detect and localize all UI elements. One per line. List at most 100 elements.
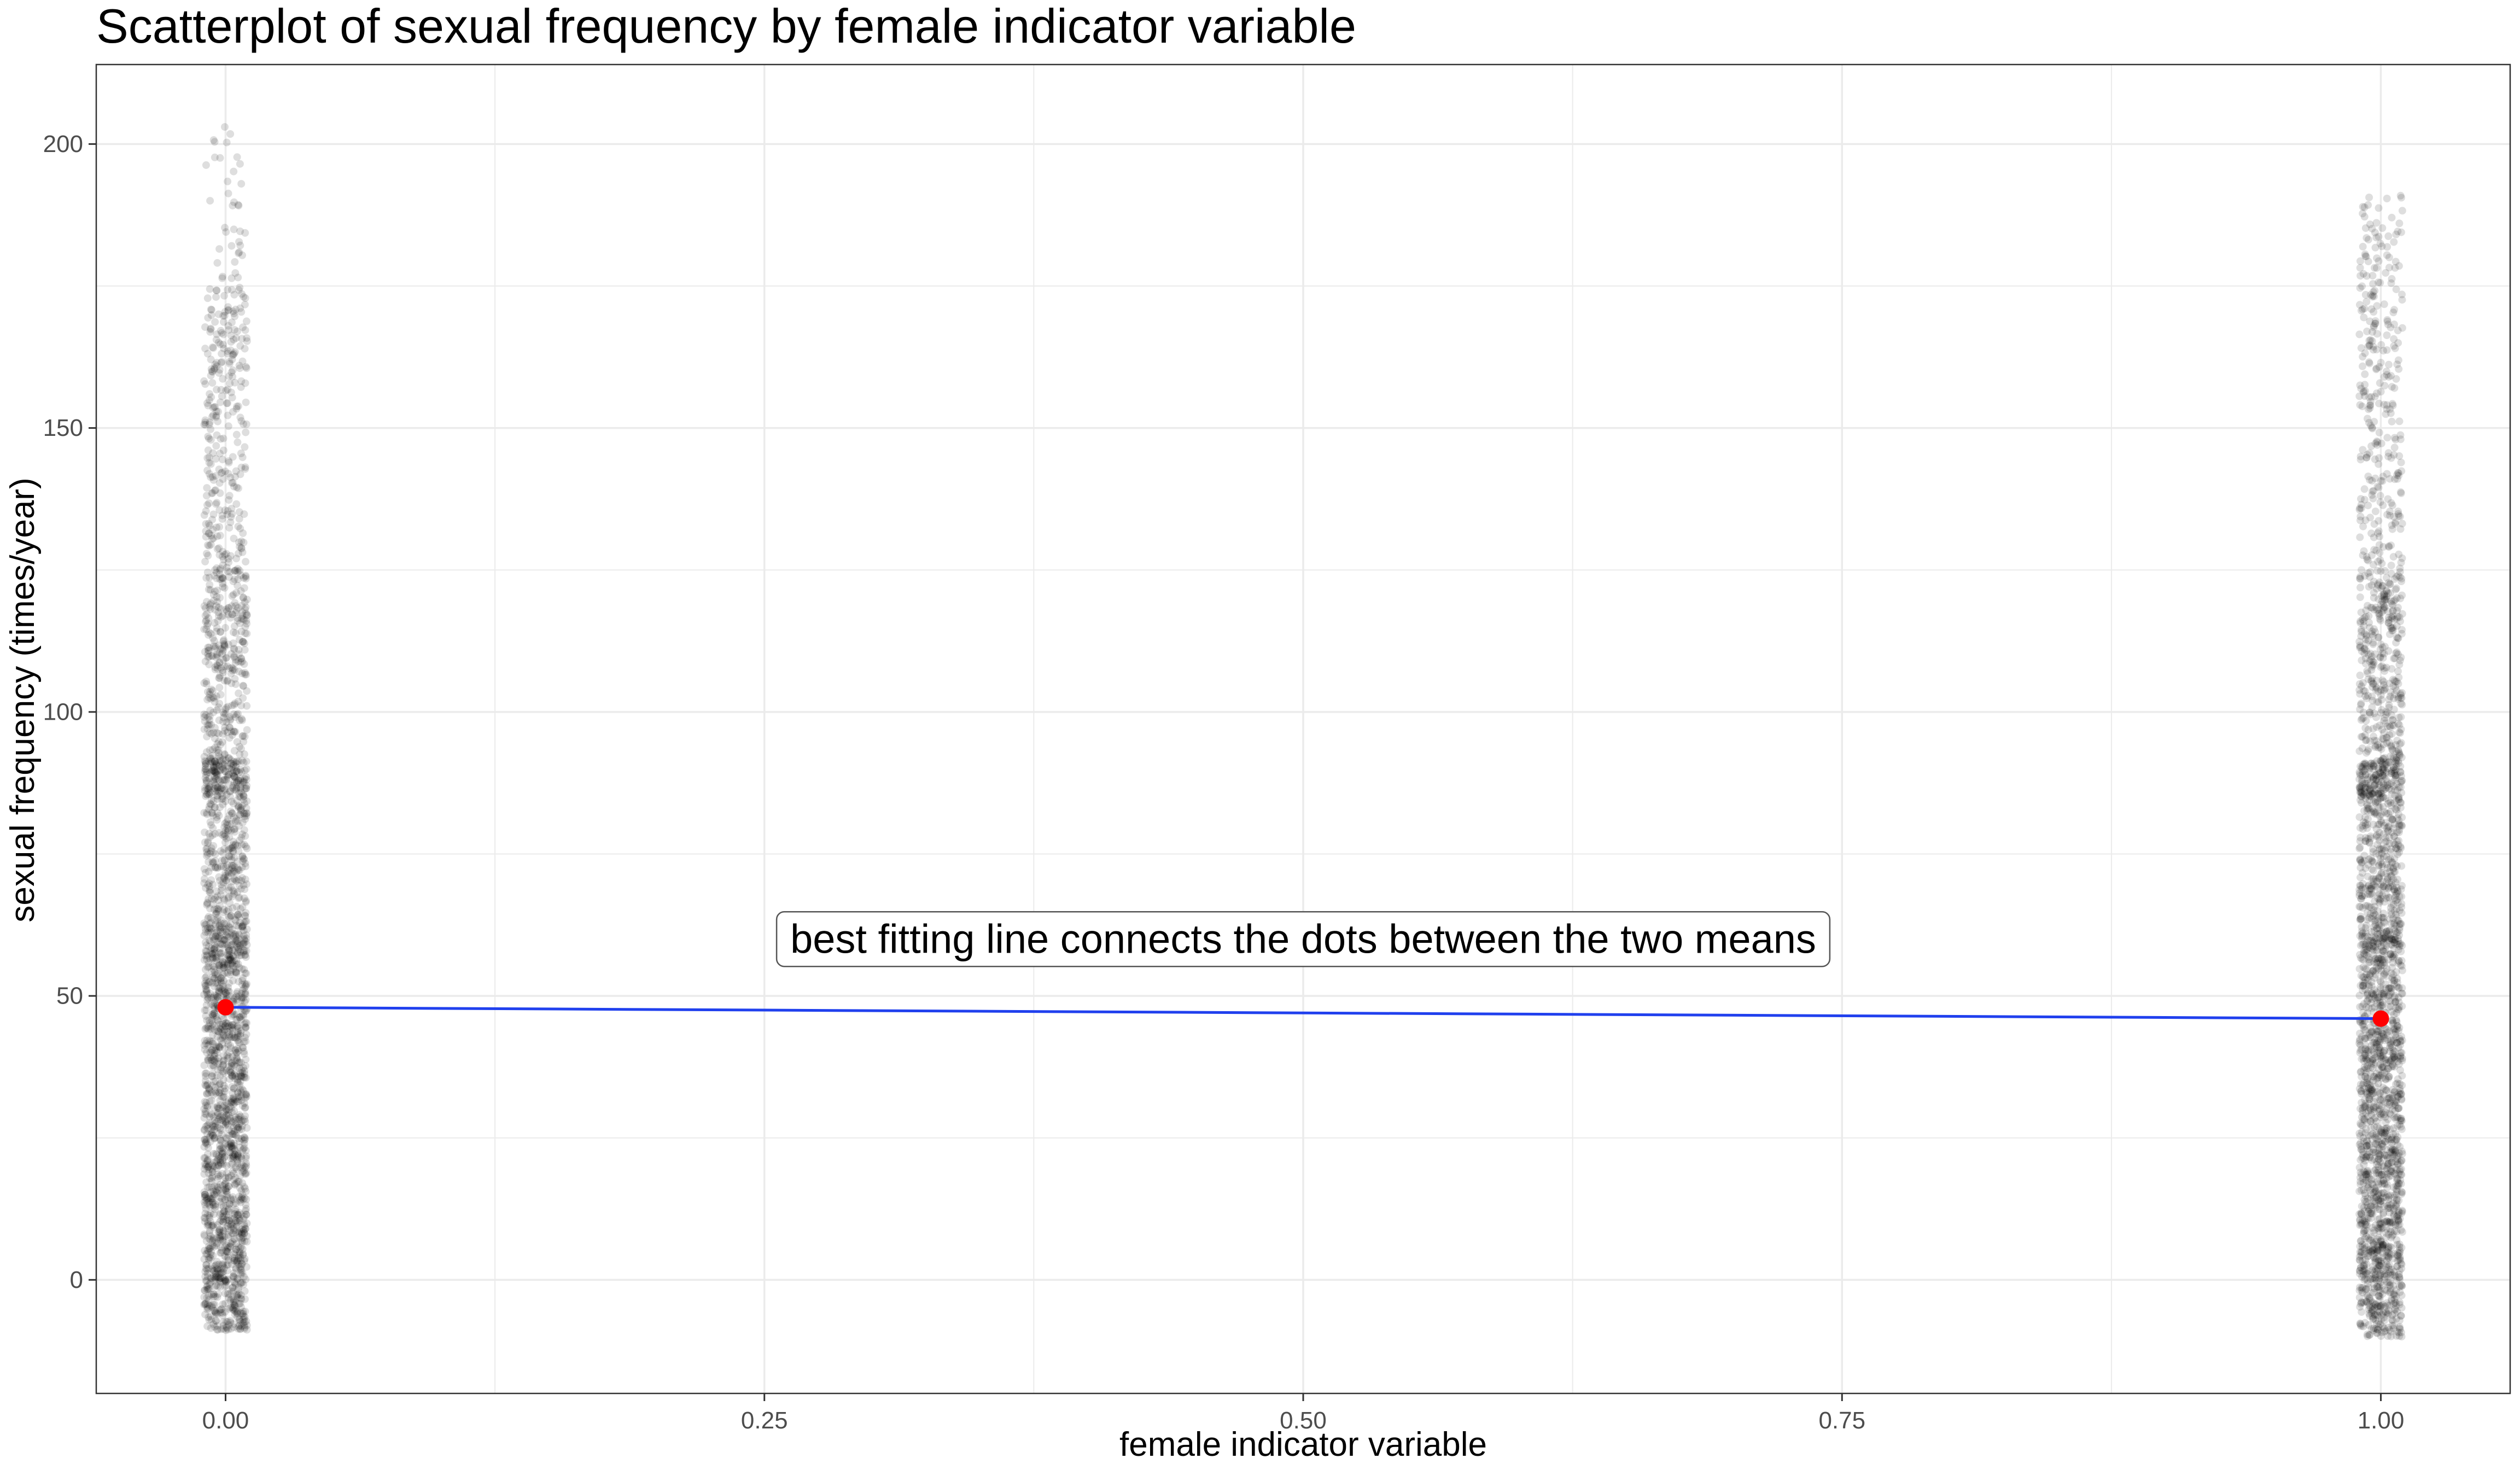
scatter-point	[205, 936, 213, 944]
scatter-point	[208, 343, 217, 351]
scatter-point	[211, 803, 219, 812]
scatter-point	[241, 670, 249, 679]
scatter-point	[231, 675, 239, 683]
scatter-point	[233, 996, 241, 1004]
scatter-point	[208, 1070, 217, 1077]
scatter-point	[205, 1194, 213, 1203]
scatter-point	[241, 859, 249, 867]
scatter-point	[2385, 264, 2393, 272]
scatter-point	[215, 1082, 223, 1089]
scatter-point	[206, 197, 214, 205]
scatter-point	[234, 888, 242, 896]
scatter-point	[225, 1022, 234, 1030]
scatter-point	[209, 1091, 218, 1099]
scatter-point	[240, 948, 248, 956]
scatter-point	[205, 614, 213, 622]
scatter-point	[2396, 525, 2405, 533]
scatter-point	[2367, 1042, 2376, 1050]
scatter-point	[234, 1256, 242, 1264]
scatter-point	[231, 305, 240, 313]
scatter-point	[212, 692, 220, 701]
scatter-point	[242, 809, 250, 818]
scatter-point	[220, 1056, 228, 1064]
scatter-point	[219, 666, 226, 674]
scatter-point	[200, 1126, 208, 1134]
scatter-point	[209, 526, 217, 534]
scatter-point	[209, 767, 218, 775]
scatter-point	[237, 571, 245, 579]
scatter-point	[225, 1205, 233, 1212]
scatter-point	[225, 833, 234, 841]
scatter-point	[224, 943, 231, 952]
scatter-point	[2365, 359, 2373, 368]
scatter-point	[214, 1028, 223, 1036]
scatter-point	[216, 1193, 224, 1201]
scatter-point	[211, 830, 219, 838]
scatter-point	[237, 806, 245, 814]
scatter-point	[2383, 783, 2391, 791]
scatter-point	[200, 725, 208, 733]
scatter-point	[225, 372, 233, 380]
scatter-point	[230, 349, 238, 358]
scatter-point	[211, 1293, 219, 1301]
scatter-point	[221, 1034, 229, 1042]
scatter-point	[236, 364, 244, 372]
scatter-point	[228, 285, 236, 294]
scatter-point	[218, 777, 226, 784]
scatter-point	[220, 345, 228, 353]
scatter-point	[212, 768, 220, 776]
scatter-point	[208, 1010, 217, 1018]
scatter-point	[218, 856, 226, 865]
scatter-point	[231, 348, 239, 356]
scatter-point	[228, 394, 236, 401]
scatter-point	[206, 1214, 214, 1222]
scatter-point	[201, 611, 209, 620]
scatter-point	[226, 899, 234, 907]
scatter-point	[211, 1273, 219, 1281]
scatter-point	[228, 1304, 236, 1312]
scatter-point	[210, 694, 218, 702]
scatter-point	[2390, 444, 2399, 452]
scatter-point	[207, 685, 215, 693]
scatter-point	[227, 1068, 235, 1076]
scatter-point	[235, 550, 242, 558]
scatter-point	[208, 1303, 216, 1311]
scatter-point	[212, 979, 220, 987]
scatter-point	[2385, 731, 2394, 739]
scatter-point	[232, 1131, 240, 1140]
scatter-point	[233, 1275, 241, 1283]
scatter-point	[212, 293, 220, 301]
scatter-point	[2356, 272, 2365, 280]
scatter-point	[220, 845, 228, 853]
scatter-point	[219, 1311, 227, 1320]
scatter-point	[228, 809, 236, 818]
scatter-point	[2374, 558, 2382, 565]
scatter-point	[211, 318, 219, 326]
scatter-point	[237, 1279, 245, 1287]
scatter-point	[230, 965, 237, 973]
scatter-point	[2359, 362, 2366, 370]
scatter-point	[206, 1227, 214, 1235]
scatter-point	[235, 1251, 243, 1259]
scatter-point	[207, 844, 215, 852]
scatter-point	[239, 778, 247, 786]
scatter-point	[2365, 194, 2373, 201]
scatter-point	[230, 1255, 238, 1262]
scatter-point	[215, 932, 224, 940]
scatter-point	[230, 786, 238, 794]
scatter-point	[209, 1290, 218, 1298]
scatter-point	[2355, 902, 2364, 911]
scatter-point	[206, 833, 214, 841]
scatter-point	[209, 510, 218, 518]
scatter-point	[234, 1093, 242, 1101]
scatter-point	[241, 669, 249, 677]
scatter-point	[224, 1317, 232, 1326]
scatter-point	[203, 1056, 212, 1064]
scatter-point	[240, 1315, 248, 1323]
scatter-point	[2356, 401, 2364, 409]
scatter-point	[237, 1309, 245, 1317]
scatter-point	[208, 1222, 217, 1230]
scatter-point	[238, 852, 247, 860]
scatter-point	[213, 970, 221, 978]
